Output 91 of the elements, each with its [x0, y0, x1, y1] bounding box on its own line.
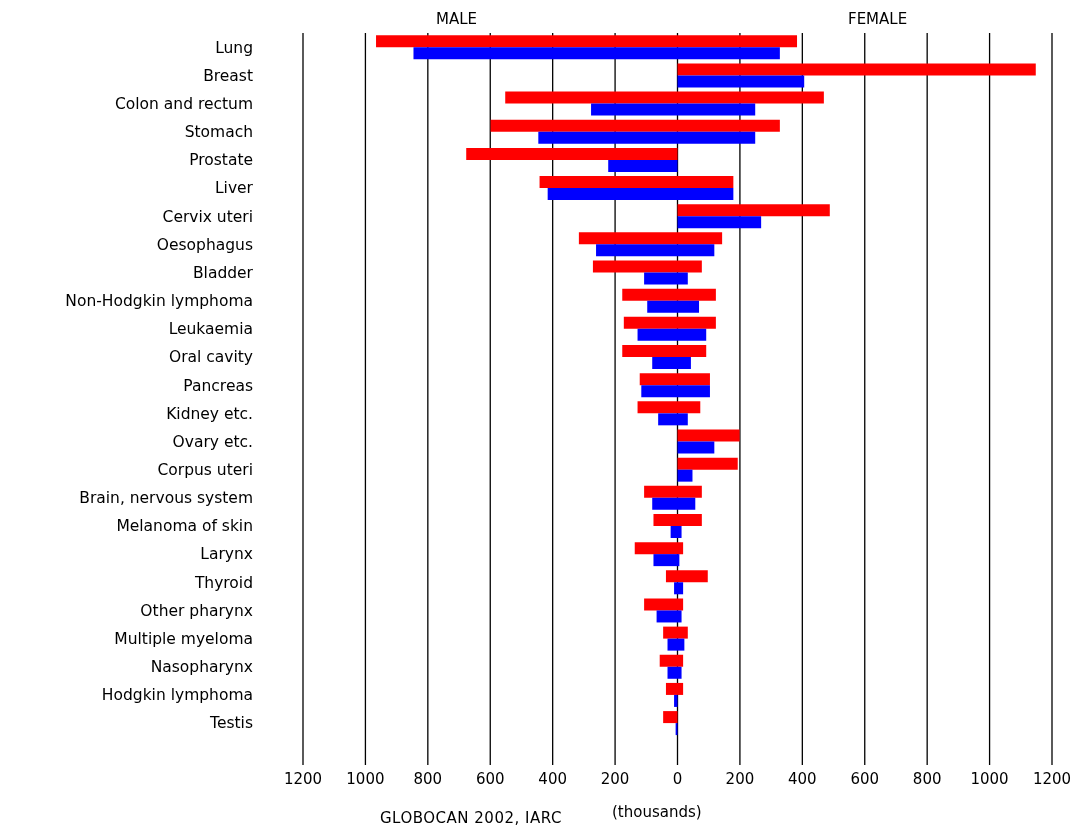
- bar: [658, 413, 688, 426]
- y-tick-label: Ovary etc.: [172, 432, 253, 451]
- y-tick-label: Larynx: [200, 545, 253, 564]
- y-tick-label: Hodgkin lymphoma: [101, 686, 253, 705]
- bar: [665, 682, 684, 695]
- bar: [665, 570, 708, 583]
- bar: [659, 654, 684, 667]
- text: MALE: [436, 10, 478, 28]
- x-tick-label: 800: [413, 769, 443, 788]
- x-tick-label: 200: [600, 769, 630, 788]
- y-tick-label: Liver: [214, 179, 254, 198]
- bar: [656, 610, 682, 623]
- bar: [490, 119, 780, 132]
- x-tick-label: 1200: [1032, 769, 1072, 788]
- bar: [663, 626, 688, 639]
- bar: [596, 244, 715, 257]
- y-tick-label: Leukaemia: [168, 320, 253, 339]
- y-tick-label: Melanoma of skin: [116, 517, 253, 536]
- bar: [592, 260, 702, 273]
- x-tick-label: 1000: [346, 769, 385, 788]
- bar: [376, 35, 798, 48]
- bar: [647, 300, 700, 313]
- y-tick-label: Breast: [203, 66, 253, 85]
- bar: [547, 188, 734, 201]
- bar: [623, 316, 716, 329]
- y-tick-label: Colon and rectum: [114, 94, 253, 113]
- y-tick-label: Other pharynx: [140, 601, 253, 620]
- x-tick-label: 1000: [970, 769, 1009, 788]
- bar: [637, 401, 701, 414]
- bar: [670, 525, 682, 538]
- y-tick-label: Stomach: [184, 123, 253, 142]
- x-tick-label: 400: [538, 769, 567, 788]
- y-tick-label: Multiple myeloma: [114, 629, 253, 648]
- bar: [667, 666, 682, 679]
- bar: [644, 485, 702, 498]
- y-tick-label: Testis: [209, 714, 253, 733]
- text: FEMALE: [848, 10, 908, 28]
- y-tick-label: Non-Hodgkin lymphoma: [65, 292, 253, 311]
- bar: [634, 542, 684, 555]
- bar: [674, 582, 684, 595]
- y-tick-label: Nasopharynx: [150, 658, 253, 677]
- bar: [677, 204, 830, 217]
- text: GLOBOCAN 2002, IARC: [380, 809, 562, 827]
- x-tick-label: 200: [725, 769, 755, 788]
- x-tick-label: 600: [475, 769, 505, 788]
- bar: [539, 176, 734, 189]
- bar: [505, 91, 824, 104]
- bar: [652, 357, 691, 370]
- bar: [674, 694, 678, 707]
- bar: [677, 216, 762, 229]
- bar: [677, 429, 740, 442]
- x-axis-title: (thousands): [612, 803, 702, 821]
- y-tick-label: Bladder: [192, 263, 254, 282]
- bar: [653, 554, 680, 567]
- bar: [677, 457, 738, 470]
- bar: [591, 103, 756, 116]
- y-tick-label: Prostate: [189, 151, 253, 170]
- bar: [622, 288, 716, 301]
- bar: [608, 159, 678, 172]
- bar: [677, 63, 1036, 76]
- y-tick-label: Oral cavity: [168, 348, 253, 367]
- y-tick-label: Oesophagus: [156, 235, 253, 254]
- bar: [639, 373, 710, 386]
- bar: [578, 232, 723, 245]
- bar: [641, 385, 710, 398]
- x-tick-label: 0: [672, 769, 683, 788]
- y-tick-label: Brain, nervous system: [79, 489, 253, 508]
- y-tick-label: Thyroid: [193, 573, 253, 592]
- bar: [653, 513, 702, 526]
- bar: [644, 272, 688, 285]
- bar: [538, 131, 756, 144]
- bar: [667, 638, 685, 651]
- y-tick-label: Lung: [215, 38, 253, 57]
- bar: [622, 345, 707, 358]
- bar: [413, 47, 780, 60]
- bar: [677, 75, 805, 88]
- x-tick-label: 600: [850, 769, 880, 788]
- bar: [644, 598, 684, 611]
- bar: [637, 328, 707, 341]
- x-tick-label: 1200: [283, 769, 323, 788]
- y-tick-label: Kidney etc.: [166, 404, 253, 423]
- bar: [677, 441, 715, 454]
- bar: [677, 469, 693, 482]
- y-tick-label: Pancreas: [183, 376, 253, 395]
- bar: [663, 711, 678, 724]
- y-tick-label: Corpus uteri: [157, 460, 253, 479]
- bar: [652, 497, 696, 510]
- bar: [466, 147, 678, 160]
- y-tick-label: Cervix uteri: [162, 207, 253, 226]
- x-tick-label: 400: [788, 769, 817, 788]
- x-tick-label: 800: [912, 769, 942, 788]
